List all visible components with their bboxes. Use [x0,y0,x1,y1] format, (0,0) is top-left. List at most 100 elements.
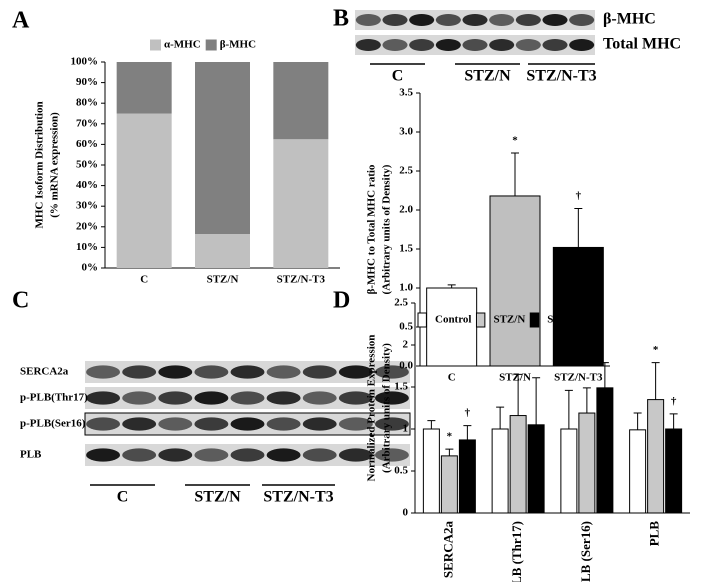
blot-band [86,391,121,405]
error-bar [427,420,436,429]
blot-band [230,365,265,379]
legend-swatch [150,39,161,51]
blot-band [86,365,121,379]
y-axis-label: (% mRNA expression) [49,112,61,218]
blot-band [194,417,229,431]
error-bar [447,284,456,288]
blot-label: PLB [20,449,42,461]
blot-band [569,14,595,26]
bar [560,428,578,514]
blot-label: p-PLB(Thr17) [20,392,88,404]
bar [509,415,527,514]
blot-band [338,365,373,379]
blot-band [230,417,265,431]
blot-band [374,417,409,431]
panel-label: A [12,8,30,34]
error-bar [600,362,609,388]
y-tick-label: 1.5 [399,243,413,255]
error-bar [633,412,642,430]
blot-band [266,448,301,462]
y-axis-label: (Arbitrary units of Density) [381,164,393,294]
blot-band [338,448,373,462]
legend-label: α-MHC [164,39,201,51]
blot-band [302,448,337,462]
y-tick-label: 1.0 [399,282,413,294]
blot-band [266,391,301,405]
group-label: STZ/N [194,489,241,506]
blot-band [338,417,373,431]
y-tick-label: 0 [403,507,409,519]
bar [195,62,250,235]
blot-band [194,365,229,379]
blot-band [435,39,461,51]
y-tick-label: 2.5 [399,165,413,177]
y-tick-label: 1.5 [394,381,408,393]
legend-label: STZ/N-T3 [547,314,596,326]
blot-band [374,365,409,379]
annotation: * [653,344,659,356]
legend-label: Control [435,314,471,326]
legend-label: STZ/N [493,314,525,326]
bar [440,455,458,514]
panel-label: B [333,6,349,32]
x-tick-label: PLB [647,521,662,547]
blot-band [266,417,301,431]
blot-band [158,365,193,379]
blot-band [158,448,193,462]
error-bar [532,377,541,425]
blot-band [302,391,337,405]
bar [527,424,545,514]
y-axis-label: β-MHC to Total MHC ratio [366,164,378,294]
y-tick-label: 3.0 [399,126,413,138]
blot-band [230,448,265,462]
blot-band [409,14,435,26]
error-bar [564,389,573,429]
legend-swatch [529,312,540,328]
blot-band [122,448,157,462]
bar [629,429,647,514]
error-bar [496,406,505,429]
y-tick-label: 60% [76,138,98,150]
error-bar [651,362,660,400]
blot-band [462,39,488,51]
x-tick-label: STZ/N-T3 [277,274,326,286]
annotation: † [576,190,582,202]
x-tick-label: SERCA2a [440,521,455,579]
y-tick-label: 1 [403,423,409,435]
bar [491,428,509,514]
blot-band [86,417,121,431]
y-tick-label: 2.5 [394,297,408,309]
blot-band [489,39,515,51]
y-tick-label: 0.0 [399,360,413,372]
bar [552,246,604,367]
panel-label: C [12,288,29,314]
bar [116,62,172,114]
y-tick-label: 10% [76,241,98,253]
legend-swatch [417,312,427,328]
blot-band [409,39,435,51]
blot-band [194,391,229,405]
blot-band [230,391,265,405]
error-bar [574,207,583,248]
blot-band [158,391,193,405]
legend-swatch [475,312,486,328]
blot-band [122,365,157,379]
blot-band [122,417,157,431]
bar [596,387,614,514]
y-tick-label: 70% [76,117,98,129]
blot-band [382,14,408,26]
x-tick-label: C [448,372,456,384]
bar [578,412,596,514]
blot-label: p-PLB(Ser16) [20,418,86,430]
blot-band [542,39,568,51]
error-bar [582,387,591,414]
blot-band [194,448,229,462]
annotation: † [671,395,677,407]
x-tick-label: C [140,274,148,286]
blot-band [462,14,488,26]
blot-band [266,365,301,379]
x-tick-label: STZ/N [207,274,239,286]
bar [647,399,665,514]
blot-band [122,391,157,405]
y-tick-label: 3.5 [399,87,413,99]
